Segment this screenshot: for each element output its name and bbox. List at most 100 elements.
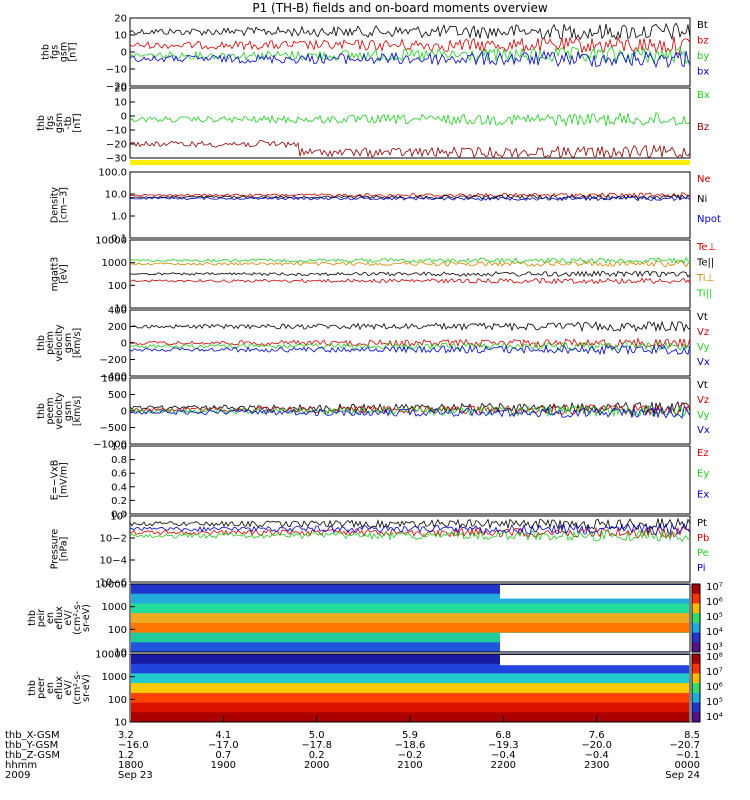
legend-label: Bt <box>697 20 708 31</box>
panel-frame <box>129 445 691 515</box>
x-tick-label: 5.9 <box>402 730 418 741</box>
spectrogram-band <box>131 632 689 643</box>
panel-4: Te⊥ Te|| Ti⊥ Ti|| 10000 1000 100 10 mgatt3[eV] <box>50 236 717 315</box>
panel-6: Vt Vz Vy Vx 1000 500 0 −500 −1000 thbpeemvelocity… <box>36 374 710 451</box>
series-line-Pi <box>129 522 691 536</box>
y-tick-label: 1000 <box>102 258 127 269</box>
spectrogram-band <box>131 593 689 604</box>
y-tick-label: −20 <box>106 140 127 151</box>
series-line-Ni <box>130 194 691 201</box>
x-tick-label: 4.1 <box>215 730 231 741</box>
y-tick-label: 10−4 <box>100 556 127 567</box>
y-tick-label: 1000 <box>102 602 127 613</box>
y-axis-label: [nT] <box>68 42 79 61</box>
series-line-Ti⊥ <box>129 260 691 268</box>
panel-7: Ez Ey Ex 1.0 0.8 0.6 0.4 0.2 0.0 E=−VxB[mV/m] <box>50 442 710 521</box>
y-tick-label: −200 <box>100 355 127 366</box>
flag-bar <box>130 160 690 165</box>
y-axis-label: thb <box>27 610 38 626</box>
legend-label: Ez <box>697 448 709 459</box>
x-row-label: thb_X-GSM <box>5 730 60 741</box>
x-tick-label: −16.0 <box>118 740 149 751</box>
colorbar-segment <box>692 702 700 713</box>
series-line-Ne <box>129 192 691 198</box>
series-line-Ti|| <box>129 256 691 265</box>
panel-5: Vt Vz Vy Vx 400 200 0 −200 −400 thbpeimvelocitygs… <box>36 306 710 383</box>
x-tick-label: 6.8 <box>495 730 511 741</box>
x-row-label: hhmm <box>5 760 37 771</box>
y-axis-label: gsm <box>63 401 74 421</box>
series-line-Pb <box>129 526 691 540</box>
series-line-Te⊥ <box>129 277 691 285</box>
y-axis-label: eflux <box>54 606 65 630</box>
x-tick-label: 1800 <box>118 760 143 771</box>
y-tick-label: 10−2 <box>100 534 127 545</box>
y-tick-label: 0 <box>121 339 127 350</box>
legend-label: Vt <box>697 312 708 323</box>
panel-10: 10⁸ 10⁷ 10⁶ 10⁵ 10⁴ 10000 1000 100 10 thbpeerenef… <box>27 650 723 729</box>
legend-label: Npot <box>697 214 721 225</box>
series-line-Vx <box>129 405 691 420</box>
y-axis-label: [nPa] <box>59 537 70 562</box>
colorbar-segment <box>692 654 700 665</box>
y-axis-label: [cm−3] <box>59 187 70 223</box>
y-tick-label: −1000 <box>93 440 127 451</box>
y-tick-label: −10 <box>106 126 127 137</box>
series-line-Vt <box>129 320 691 333</box>
y-tick-label: 20 <box>114 84 127 95</box>
spectrogram-band <box>131 642 689 653</box>
spectrogram-gap <box>500 585 689 599</box>
spectrogram-band <box>131 613 689 624</box>
panel-frame <box>129 87 691 159</box>
y-axis-label: thb <box>36 115 47 131</box>
spectrogram-band <box>131 603 689 614</box>
x-tick-label: −20.0 <box>581 740 612 751</box>
y-axis-label: [mV/m] <box>59 462 70 498</box>
y-axis-label: velocity <box>54 392 65 430</box>
legend-label: Te|| <box>696 258 714 269</box>
series-line-Npot <box>129 195 691 202</box>
x-tick-label: −19.3 <box>488 740 519 751</box>
legend-label: Vz <box>697 327 709 338</box>
y-tick-label: −20 <box>106 82 127 93</box>
series-line-Te|| <box>129 270 691 278</box>
y-axis-label: velocity <box>54 324 65 362</box>
colorbar-segment <box>692 593 700 604</box>
y-tick-label: 100 <box>108 625 127 636</box>
legend-label: Vt <box>697 380 708 391</box>
y-axis-label: peer <box>36 677 47 699</box>
legend-label: bz <box>697 36 709 47</box>
y-axis-label: -tb <box>63 116 74 129</box>
panel-frame <box>129 171 691 239</box>
panel-9: 10⁷ 10⁶ 10⁵ 10⁴ 10³ 10000 1000 100 10 thbpeirenef… <box>27 580 723 659</box>
spectrogram-band <box>131 654 689 665</box>
y-axis-label: (cm²-s- <box>72 601 83 635</box>
y-tick-label: 10 <box>114 648 127 659</box>
colorbar-label: 10⁵ <box>706 612 723 623</box>
series-line-bx <box>129 49 691 69</box>
y-axis-label: mgatt3 <box>50 257 61 292</box>
x-tick-label: 7.6 <box>589 730 605 741</box>
x-row-label: 2009 <box>5 770 30 781</box>
y-tick-label: −10 <box>106 65 127 76</box>
x-tick-label: −17.0 <box>208 740 239 751</box>
y-tick-label: 10 <box>114 98 127 109</box>
y-axis-label: thb <box>36 335 47 351</box>
y-tick-label: 10000 <box>95 650 127 661</box>
series-line-Vx <box>129 344 691 356</box>
y-tick-label: 0.2 <box>111 496 127 507</box>
legend-label: Pb <box>697 533 709 544</box>
y-tick-label: 1.0 <box>111 212 127 223</box>
legend-label: Pt <box>697 518 707 529</box>
x-row-label: thb_Y-GSM <box>5 740 58 751</box>
plot-panels: Btbzbybx20100−10−20thbfgsgsm[nT]BxBz2010… <box>27 14 723 729</box>
colorbar-frame <box>691 583 701 653</box>
spectrogram-band <box>131 663 689 674</box>
colorbar-label: 10⁶ <box>706 597 723 608</box>
colorbar-label: 10⁶ <box>706 682 723 693</box>
y-axis-label: sr-eV) <box>81 604 92 632</box>
colorbar-segment <box>692 642 700 653</box>
y-axis-label: thb <box>27 680 38 696</box>
